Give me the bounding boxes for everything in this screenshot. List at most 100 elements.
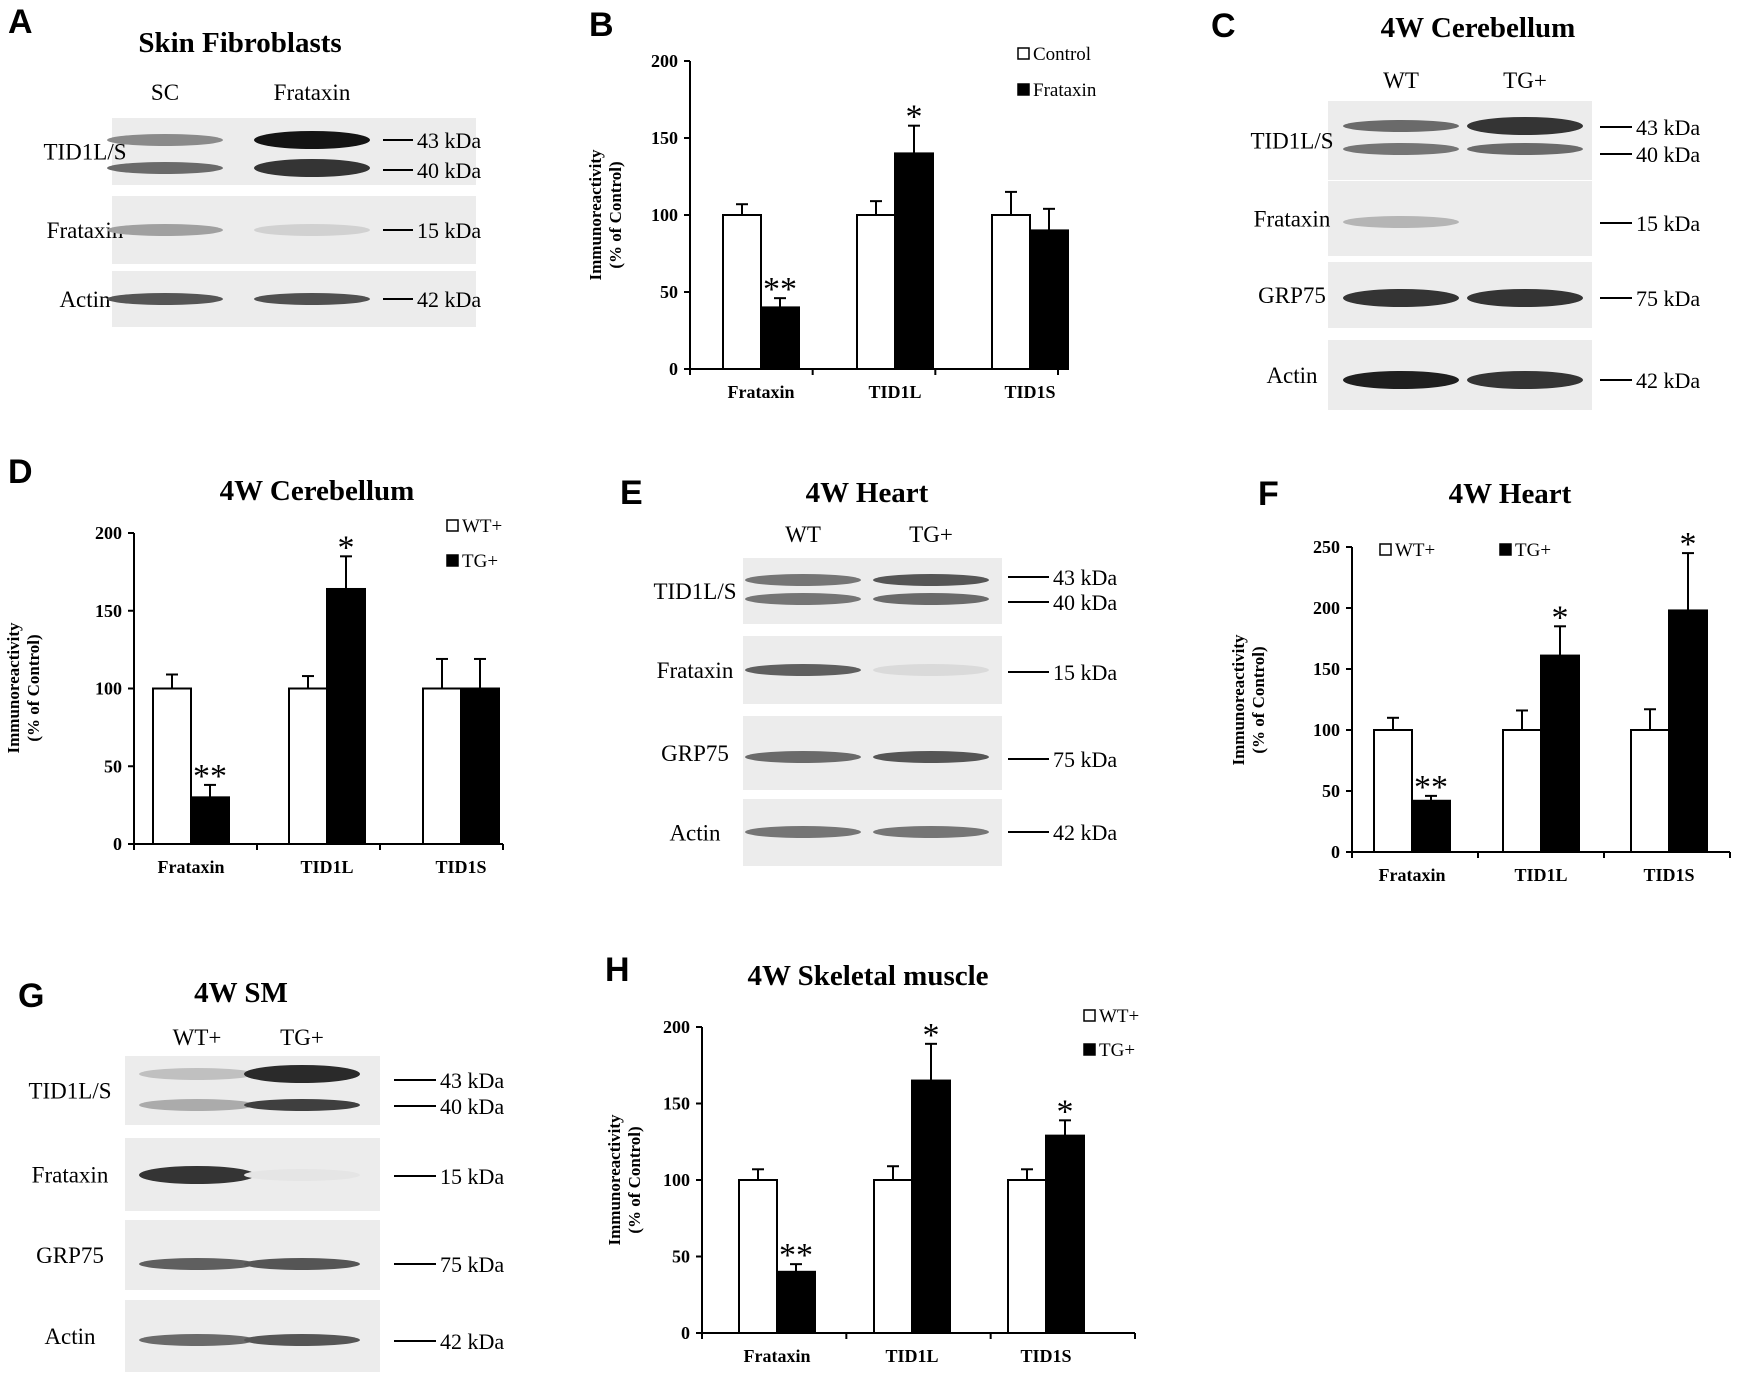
significance-marker: * xyxy=(923,1017,940,1054)
protein-band xyxy=(745,574,861,586)
blot-membrane xyxy=(125,1220,380,1290)
size-marker-label: 43 kDa xyxy=(1053,565,1117,590)
lane-label: SC xyxy=(151,80,179,105)
chart-title: 4W Skeletal muscle xyxy=(747,960,988,992)
bar-control xyxy=(1502,729,1542,853)
y-tick-label: 100 xyxy=(95,679,122,699)
panel-letter: G xyxy=(18,977,44,1015)
lane-label: WT+ xyxy=(173,1025,222,1050)
x-category-label: TID1S xyxy=(1643,865,1694,885)
protein-label: TID1L/S xyxy=(653,579,736,604)
protein-band xyxy=(107,162,223,174)
y-tick-label: 50 xyxy=(660,282,678,302)
panel-letter: D xyxy=(8,453,33,491)
protein-band xyxy=(873,826,989,838)
y-tick-label: 100 xyxy=(663,1170,690,1190)
bar-treated xyxy=(326,587,366,845)
legend-swatch xyxy=(1017,83,1030,96)
protein-band xyxy=(745,593,861,605)
protein-label: Frataxin xyxy=(1254,207,1331,232)
significance-marker: * xyxy=(1057,1093,1074,1130)
protein-label: TID1L/S xyxy=(28,1079,111,1104)
significance-marker: ** xyxy=(763,271,797,308)
protein-band xyxy=(139,1258,255,1270)
y-tick-label: 200 xyxy=(663,1017,690,1037)
protein-band xyxy=(107,134,223,146)
x-category-label: Frataxin xyxy=(1379,865,1446,885)
y-tick-label: 0 xyxy=(113,834,122,854)
chart-title: 4W Cerebellum xyxy=(220,475,415,507)
y-tick-label: 150 xyxy=(1313,659,1340,679)
protein-band xyxy=(139,1099,255,1111)
protein-band xyxy=(1343,143,1459,155)
protein-band xyxy=(1343,120,1459,132)
bar-treated xyxy=(190,796,230,845)
y-axis-label-line: Immunoreactivity xyxy=(1229,634,1248,765)
lane-label: WT xyxy=(1383,68,1419,93)
bar-treated xyxy=(911,1079,951,1335)
x-category-label: TID1S xyxy=(435,857,486,877)
protein-band xyxy=(873,574,989,586)
size-marker-label: 43 kDa xyxy=(1636,115,1700,140)
size-marker-label: 42 kDa xyxy=(1636,368,1700,393)
protein-band xyxy=(254,131,370,149)
protein-label: TID1L/S xyxy=(1250,129,1333,154)
y-tick-label: 50 xyxy=(104,756,122,776)
blot-title: 4W Heart xyxy=(806,477,929,509)
bar-control xyxy=(722,214,762,370)
blot-title: Skin Fibroblasts xyxy=(138,27,341,59)
size-marker-label: 43 kDa xyxy=(440,1068,504,1093)
panel-letter: A xyxy=(8,3,33,41)
protein-band xyxy=(107,293,223,305)
x-category-label: TID1L xyxy=(868,382,921,402)
significance-marker: ** xyxy=(1414,769,1448,806)
bar-control xyxy=(1630,729,1670,853)
protein-band xyxy=(254,293,370,305)
panel-letter: C xyxy=(1211,7,1236,45)
x-category-label: TID1L xyxy=(885,1346,938,1366)
protein-label: GRP75 xyxy=(661,741,729,766)
significance-marker: * xyxy=(906,99,923,136)
size-marker-label: 42 kDa xyxy=(440,1329,504,1354)
lane-label: TG+ xyxy=(280,1025,324,1050)
bar-treated xyxy=(1411,799,1451,854)
y-tick-label: 250 xyxy=(1313,537,1340,557)
protein-band xyxy=(254,224,370,236)
protein-band xyxy=(244,1334,360,1346)
bar-treated xyxy=(1045,1134,1085,1334)
size-marker-label: 75 kDa xyxy=(1636,286,1700,311)
x-category-label: TID1L xyxy=(1514,865,1567,885)
protein-band xyxy=(873,751,989,763)
y-tick-label: 200 xyxy=(1313,598,1340,618)
size-marker-label: 40 kDa xyxy=(1636,142,1700,167)
size-marker-label: 42 kDa xyxy=(417,287,481,312)
bar-chart-panel-h: H 4W Skeletal muscle 0 50 100 150 200 Immunorea… xyxy=(605,951,1139,1366)
bar-chart-panel-d: D 4W Cerebellum 0 50 100 150 200 Immunoreactivi… xyxy=(4,453,504,877)
bar-control xyxy=(288,687,328,845)
x-category-label: Frataxin xyxy=(158,857,225,877)
western-blot-panel-a: A Skin Fibroblasts SC Frataxin TID1L/S 43 kDa… xyxy=(8,3,481,327)
legend-label: WT+ xyxy=(462,516,502,537)
y-tick-label: 200 xyxy=(95,523,122,543)
protein-label: Actin xyxy=(669,821,721,846)
size-marker-label: 15 kDa xyxy=(417,218,481,243)
legend-label: Control xyxy=(1033,44,1091,65)
y-tick-label: 0 xyxy=(669,359,678,379)
y-tick-label: 50 xyxy=(672,1247,690,1267)
bar-control xyxy=(152,687,192,845)
protein-label: Actin xyxy=(1266,363,1318,388)
protein-band xyxy=(745,664,861,676)
size-marker-label: 42 kDa xyxy=(1053,820,1117,845)
protein-band xyxy=(139,1166,255,1184)
x-category-label: Frataxin xyxy=(728,382,795,402)
protein-band xyxy=(139,1068,255,1080)
x-category-label: TID1L xyxy=(300,857,353,877)
y-tick-label: 150 xyxy=(95,601,122,621)
protein-band xyxy=(745,826,861,838)
y-axis-label: Immunoreactivity(% of Control) xyxy=(4,622,43,753)
size-marker-label: 40 kDa xyxy=(1053,590,1117,615)
y-tick-label: 150 xyxy=(651,128,678,148)
